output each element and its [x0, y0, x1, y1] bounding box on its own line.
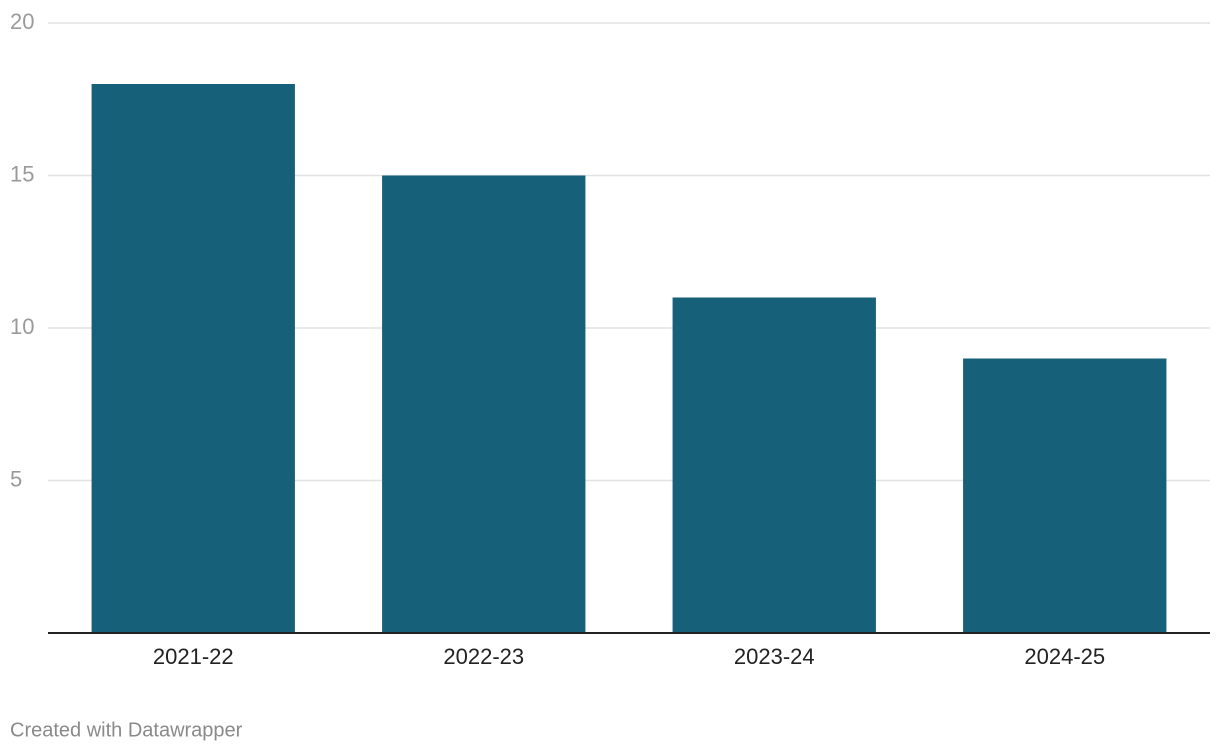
bar [672, 297, 876, 633]
x-tick-label: 2023-24 [734, 644, 815, 669]
y-tick-label: 10 [10, 314, 34, 339]
bar [963, 358, 1167, 633]
bar [91, 84, 295, 633]
y-tick-label: 15 [10, 161, 34, 186]
y-tick-label: 5 [10, 466, 22, 491]
credit: Created with Datawrapper [10, 719, 243, 741]
x-tick-label: 2022-23 [443, 644, 524, 669]
y-tick-label: 20 [10, 9, 34, 34]
x-tick-label: 2024-25 [1024, 644, 1105, 669]
bar [382, 175, 586, 633]
x-tick-label: 2021-22 [153, 644, 234, 669]
